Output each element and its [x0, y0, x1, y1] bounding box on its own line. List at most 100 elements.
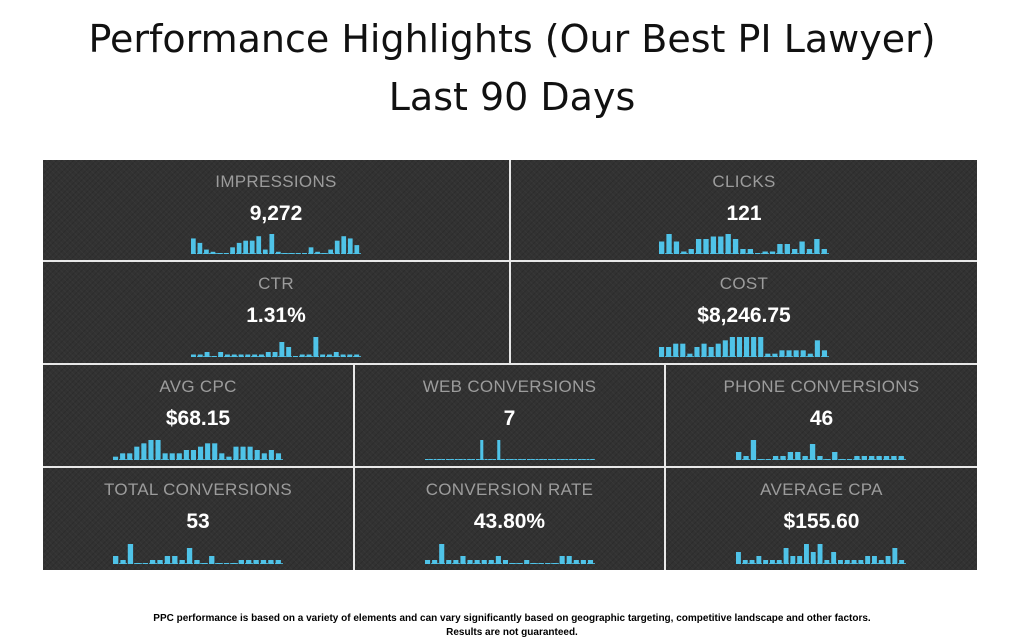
tile-average-cpa: AVERAGE CPA $155.60 — [666, 468, 977, 570]
spark-bar — [758, 459, 764, 460]
spark-bar — [218, 352, 224, 357]
spark-bar — [578, 459, 582, 460]
spark-bar — [695, 239, 702, 254]
spark-bar — [231, 563, 237, 564]
spark-bar — [260, 560, 267, 564]
spark-bar — [769, 251, 776, 254]
spark-bar — [231, 354, 237, 357]
spark-bar — [454, 459, 458, 460]
spark-bar — [354, 354, 360, 357]
spark-bar — [275, 560, 281, 564]
spark-bar — [763, 560, 769, 564]
spark-bar — [898, 456, 904, 460]
spark-bar — [821, 350, 828, 357]
spark-bar — [252, 354, 258, 357]
tile-ctr: CTR 1.31% — [43, 262, 511, 365]
spark-bar — [527, 459, 531, 460]
spark-bar — [471, 459, 475, 460]
spark-bar — [804, 544, 809, 564]
tile-value: 53 — [186, 510, 210, 533]
spark-bar — [779, 350, 785, 357]
spark-bar — [245, 354, 251, 357]
spark-bar — [243, 240, 249, 254]
tile-avg-cpc: AVG CPC $68.15 — [43, 365, 355, 468]
spark-bar — [545, 563, 551, 564]
spark-bar — [883, 456, 890, 460]
spark-bar — [522, 459, 526, 460]
spark-bar — [425, 459, 429, 460]
spark-bar — [505, 459, 509, 460]
spark-bar — [501, 459, 505, 460]
spark-bar — [710, 236, 717, 254]
spark-bar — [659, 347, 665, 357]
sparkline — [425, 440, 595, 460]
spark-bar — [718, 236, 724, 254]
spark-bar — [510, 459, 514, 460]
spark-bar — [838, 560, 843, 564]
spark-bar — [249, 240, 255, 254]
spark-bar — [191, 354, 196, 357]
spark-bar — [497, 440, 501, 460]
spark-bar — [891, 456, 897, 460]
spark-bar — [795, 452, 801, 460]
spark-bar — [806, 249, 813, 254]
spark-bar — [517, 563, 523, 564]
spark-bar — [299, 354, 305, 357]
spark-bar — [740, 249, 746, 254]
spark-bar — [354, 245, 360, 254]
spark-bar — [799, 241, 805, 254]
spark-bar — [524, 560, 530, 564]
spark-bar — [148, 440, 154, 460]
spark-bar — [544, 459, 548, 460]
spark-bar — [120, 560, 126, 564]
spark-bar — [120, 453, 126, 460]
spark-bar — [433, 459, 437, 460]
spark-bar — [340, 354, 346, 357]
spark-bar — [272, 352, 278, 357]
spark-bar — [127, 544, 134, 564]
spark-bar — [212, 443, 218, 460]
spark-bar — [460, 556, 466, 564]
spark-bar — [566, 556, 572, 564]
spark-bar — [142, 563, 148, 564]
spark-bar — [164, 556, 171, 564]
sparkline — [113, 440, 283, 460]
spark-bar — [821, 249, 827, 254]
spark-bar — [770, 560, 775, 564]
spark-bar — [814, 340, 820, 357]
spark-bar — [762, 251, 768, 254]
spark-bar — [861, 456, 867, 460]
spark-bar — [659, 241, 665, 254]
spark-bar — [172, 556, 178, 564]
spark-bar — [765, 459, 771, 460]
spark-bar — [223, 563, 230, 564]
tile-label: AVG CPC — [159, 377, 237, 396]
spark-bar — [186, 548, 193, 564]
spark-bar — [777, 244, 783, 254]
spark-bar — [275, 453, 282, 460]
spark-bar — [539, 459, 543, 460]
spark-bar — [666, 234, 672, 254]
spark-bar — [254, 450, 260, 460]
spark-bar — [197, 242, 203, 254]
sparkline — [736, 544, 906, 564]
spark-bar — [732, 239, 739, 254]
spark-bar — [729, 337, 735, 357]
spark-bar — [210, 251, 216, 254]
sparkline — [659, 234, 829, 254]
spark-bar — [276, 251, 281, 254]
spark-bar — [680, 343, 686, 357]
spark-bar — [892, 548, 898, 564]
spark-bar — [194, 560, 200, 564]
spark-bar — [531, 459, 535, 460]
spark-bar — [736, 452, 742, 460]
spark-bar — [797, 556, 803, 564]
spark-bar — [744, 337, 750, 357]
spark-bar — [722, 340, 728, 357]
spark-bar — [510, 563, 516, 564]
spark-bar — [839, 459, 845, 460]
tile-value: 43.80% — [473, 510, 546, 533]
spark-bar — [750, 440, 757, 460]
spark-bar — [474, 560, 480, 564]
spark-bar — [256, 236, 262, 254]
